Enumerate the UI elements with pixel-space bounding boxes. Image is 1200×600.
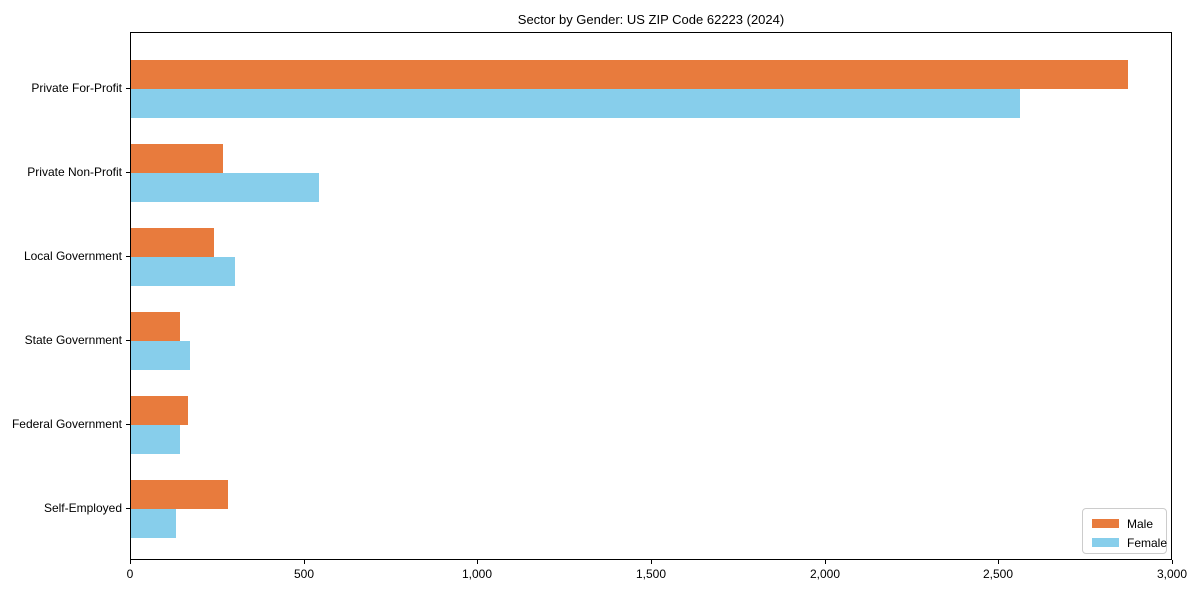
x-tick-label: 1,000 [461,567,493,581]
y-tick-mark [126,172,130,173]
bar-local-government-female [131,257,235,286]
x-tick-mark [1172,560,1173,564]
bar-self-employed-male [131,480,228,509]
bar-federal-government-male [131,396,188,425]
x-tick-mark [477,560,478,564]
category-label-self-employed: Self-Employed [43,501,122,515]
legend-label-female: Female [1127,535,1168,550]
male-series-swatch [1092,519,1119,528]
bar-federal-government-female [131,425,180,454]
x-tick-label: 1,500 [635,567,667,581]
y-tick-mark [126,88,130,89]
legend-item-male: Male [1092,515,1157,532]
x-tick-label: 3,000 [1156,567,1188,581]
x-tick-label: 2,500 [982,567,1014,581]
category-label-private-non-profit: Private Non-Profit [27,165,122,179]
x-tick-mark [130,560,131,564]
x-tick-label: 0 [126,567,134,581]
female-series-swatch [1092,538,1119,547]
bar-state-government-male [131,312,180,341]
x-tick-label: 2,000 [809,567,841,581]
x-tick-mark [651,560,652,564]
category-label-local-government: Local Government [23,249,122,263]
y-tick-mark [126,508,130,509]
bars-container [131,33,1171,559]
category-label-state-government: State Government [24,333,122,347]
bar-private-for-profit-female [131,89,1020,118]
x-tick-mark [825,560,826,564]
legend-item-female: Female [1092,534,1167,551]
bar-private-for-profit-male [131,60,1128,89]
bar-local-government-male [131,228,214,257]
bar-private-non-profit-male [131,144,223,173]
x-tick-mark [998,560,999,564]
legend: Male Female [1082,508,1167,554]
y-tick-mark [126,340,130,341]
x-tick-label: 500 [293,567,315,581]
y-tick-mark [126,424,130,425]
y-tick-mark [126,256,130,257]
chart-title: Sector by Gender: US ZIP Code 62223 (202… [517,12,785,27]
bar-private-non-profit-female [131,173,319,202]
bar-self-employed-female [131,509,176,538]
category-label-federal-government: Federal Government [11,417,122,431]
x-tick-mark [304,560,305,564]
plot-area [130,32,1172,560]
legend-label-male: Male [1127,516,1154,531]
category-label-private-for-profit: Private For-Profit [31,81,122,95]
bar-state-government-female [131,341,190,370]
